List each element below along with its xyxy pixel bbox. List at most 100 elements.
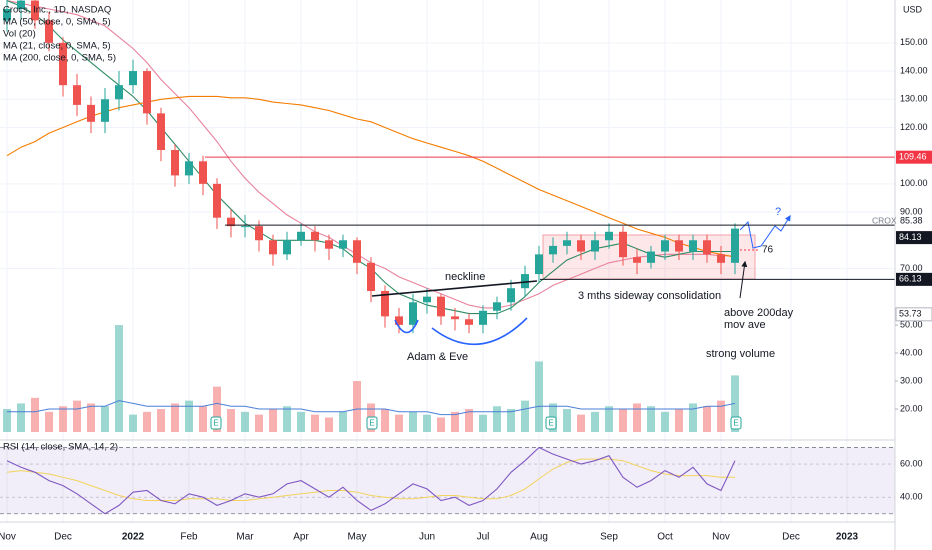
x-tick-label: Dec xyxy=(54,532,72,543)
candle-body xyxy=(311,231,319,241)
candle-body xyxy=(87,104,95,122)
candle-body xyxy=(367,262,375,292)
earnings-text: E xyxy=(548,419,553,428)
volume-bar xyxy=(325,417,333,432)
candle-body xyxy=(171,150,179,176)
earnings-text: E xyxy=(733,419,738,428)
volume-bar xyxy=(353,381,361,432)
volume-tick-label: 40.00 xyxy=(900,347,923,357)
earnings-marker xyxy=(210,416,222,430)
candle-body xyxy=(213,183,221,218)
candle-body xyxy=(297,231,305,241)
candle-body xyxy=(325,240,333,249)
volume-bar xyxy=(255,414,263,432)
rsi-legend: RSI (14, close, SMA, 14, 2) xyxy=(3,442,118,453)
volume-bar xyxy=(535,361,543,432)
volume-bar xyxy=(493,406,501,432)
volume-bar xyxy=(311,414,319,432)
volume-bar xyxy=(647,406,655,432)
candle-body xyxy=(549,245,557,255)
y-tick-label: 90.00 xyxy=(900,206,923,216)
volume-bar xyxy=(703,406,711,432)
volume-bar xyxy=(605,406,613,432)
ma-line xyxy=(6,95,736,258)
volume-bar xyxy=(143,411,151,432)
x-tick-label: Nov xyxy=(0,532,16,543)
y-tick-label: 130.00 xyxy=(900,94,928,104)
candle-body xyxy=(3,9,11,21)
volume-tick-label: 30.00 xyxy=(900,375,923,385)
volume-bar xyxy=(199,406,207,432)
candle-body xyxy=(199,161,207,184)
candle-body xyxy=(507,288,515,303)
volume-tick-label: 50.00 xyxy=(900,319,923,329)
price-layer xyxy=(3,0,739,334)
candle-body xyxy=(535,254,543,275)
x-tick-label: Oct xyxy=(657,532,673,543)
candle-body xyxy=(31,0,39,21)
earnings-text: E xyxy=(369,419,374,428)
candle-body xyxy=(59,42,67,86)
volume-bar xyxy=(213,386,221,432)
pointer-arrow xyxy=(739,260,748,299)
x-tick-label: Feb xyxy=(180,532,198,543)
rsi-tick-label: 40.00 xyxy=(900,492,923,502)
y-tick-label: 140.00 xyxy=(900,65,928,75)
volume-bar xyxy=(283,406,291,432)
x-tick-label: Sep xyxy=(600,532,618,543)
earnings-text: E xyxy=(213,419,218,428)
annotation: strong volume xyxy=(706,348,775,360)
candle-body xyxy=(591,240,599,252)
candle-body xyxy=(661,240,669,252)
volume-bar xyxy=(717,400,725,432)
candle-body xyxy=(689,240,697,252)
candle-body xyxy=(227,217,235,227)
rsi-layer xyxy=(0,446,895,515)
x-tick-label: Jul xyxy=(477,532,490,543)
volume-bar xyxy=(381,409,389,432)
volume-bar xyxy=(633,403,641,432)
adam-curve xyxy=(394,319,419,334)
x-tick-label: May xyxy=(348,532,367,543)
volume-bar xyxy=(675,409,683,432)
level-box xyxy=(895,307,932,322)
overlay: E E E E neckline 3 mths sideway consolida… xyxy=(205,156,895,430)
eve-curve xyxy=(431,317,528,346)
volume-bar xyxy=(339,411,347,432)
candle-body xyxy=(17,0,25,10)
y-tick-label: 150.00 xyxy=(900,37,928,47)
earnings-markers: E E E E xyxy=(210,416,742,430)
volume-bar xyxy=(269,409,277,432)
volume-ma-line xyxy=(7,400,736,416)
symbol-label: CROX xyxy=(872,215,897,225)
candle-body xyxy=(437,296,445,317)
volume-bar xyxy=(73,400,81,432)
x-tick-label: Nov xyxy=(712,532,730,543)
candle-body xyxy=(577,240,585,252)
rsi-ma-line xyxy=(6,458,735,501)
candle-body xyxy=(255,226,263,241)
volume-bar xyxy=(241,411,249,432)
candle-body xyxy=(493,302,501,311)
candle-body xyxy=(647,251,655,263)
level-box xyxy=(896,272,932,286)
level-label: 53.73 xyxy=(899,309,922,319)
volume-bar xyxy=(115,325,123,432)
candle-body xyxy=(731,228,739,263)
y-tick-label: 120.00 xyxy=(900,122,928,132)
candle-body xyxy=(675,240,683,252)
annotation: 76 xyxy=(762,245,774,256)
annotation: mov ave xyxy=(724,319,766,331)
volume-layer xyxy=(3,325,739,432)
volume-bar xyxy=(409,411,417,432)
candle-body xyxy=(283,240,291,255)
y-tick-label: 100.00 xyxy=(900,178,928,188)
last-price-label: 84.13 xyxy=(899,232,922,242)
volume-bar xyxy=(507,409,515,432)
volume-tick-label: 20.00 xyxy=(900,403,923,413)
x-tick-label: Apr xyxy=(293,532,309,543)
legend-entry: MA (50, close, 0, SMA, 5) xyxy=(3,17,111,28)
projection-arrow xyxy=(739,214,791,249)
volume-bar xyxy=(297,411,305,432)
candle-body xyxy=(129,71,137,86)
